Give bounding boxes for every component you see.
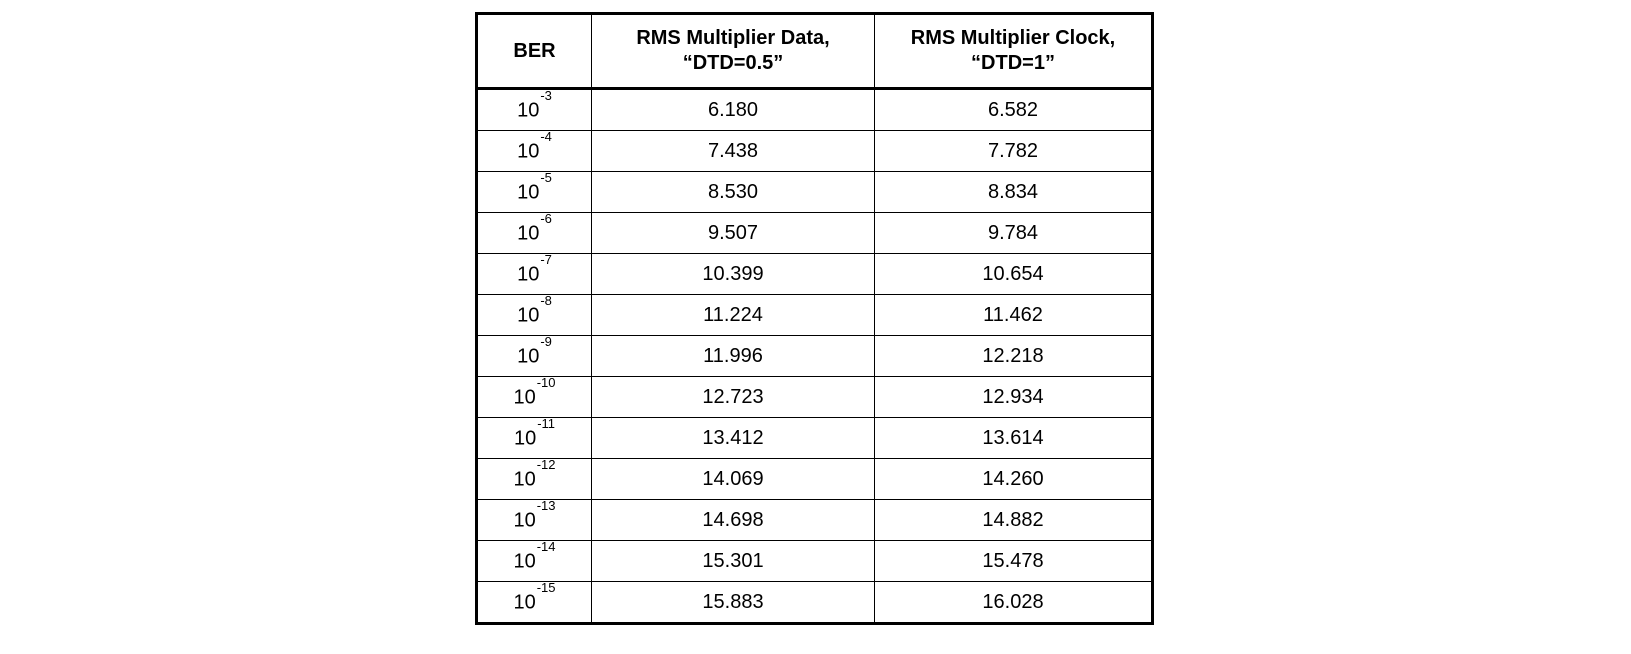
ber-exponent: -15 xyxy=(536,580,556,596)
ber-cell: 10-12 xyxy=(476,457,592,500)
rms-data-cell: 11.996 xyxy=(591,335,875,377)
header-rms-clock-line2: “DTD=1” xyxy=(971,52,1055,74)
rms-clock-cell: 16.028 xyxy=(874,581,1153,624)
rms-clock-cell: 8.834 xyxy=(874,171,1153,213)
ber-base: 10 xyxy=(513,386,536,409)
table-body: 10-3 6.180 6.582 10-4 7.438 7.782 10-5 8.530 8.8… xyxy=(476,88,1153,624)
ber-cell: 10-9 xyxy=(476,334,592,377)
ber-exponent: -10 xyxy=(536,375,556,391)
table-row: 10-12 14.069 14.260 xyxy=(476,457,1153,500)
ber-cell: 10-8 xyxy=(476,293,592,336)
ber-base: 10 xyxy=(517,304,540,327)
header-rms-clock: RMS Multiplier Clock, “DTD=1” xyxy=(874,13,1153,90)
table-row: 10-15 15.883 16.028 xyxy=(476,580,1153,624)
table-row: 10-8 11.224 11.462 xyxy=(476,293,1153,336)
header-row: BER RMS Multiplier Data, “DTD=0.5” RMS M… xyxy=(476,13,1153,90)
ber-base: 10 xyxy=(513,427,537,450)
rms-clock-cell: 15.478 xyxy=(874,540,1153,582)
table-row: 10-13 14.698 14.882 xyxy=(476,498,1153,541)
rms-data-cell: 8.530 xyxy=(591,171,875,213)
ber-base: 10 xyxy=(517,345,540,368)
rms-data-cell: 14.069 xyxy=(591,458,875,500)
ber-cell: 10-11 xyxy=(476,416,592,459)
rms-data-cell: 13.412 xyxy=(591,417,875,459)
rms-clock-cell: 13.614 xyxy=(874,417,1153,459)
rms-clock-cell: 7.782 xyxy=(874,130,1153,172)
rms-data-cell: 6.180 xyxy=(591,88,875,131)
ber-cell: 10-4 xyxy=(476,129,592,172)
ber-exponent: -11 xyxy=(537,416,556,432)
rms-data-cell: 15.301 xyxy=(591,540,875,582)
ber-base: 10 xyxy=(517,263,540,286)
ber-base: 10 xyxy=(513,550,536,573)
ber-cell: 10-7 xyxy=(476,252,592,295)
table-row: 10-6 9.507 9.784 xyxy=(476,211,1153,254)
rms-data-cell: 12.723 xyxy=(591,376,875,418)
rms-multiplier-table: BER RMS Multiplier Data, “DTD=0.5” RMS M… xyxy=(475,12,1154,625)
header-ber: BER xyxy=(476,13,592,90)
ber-exponent: -12 xyxy=(536,457,556,473)
header-ber-label: BER xyxy=(513,39,556,62)
table-header: BER RMS Multiplier Data, “DTD=0.5” RMS M… xyxy=(476,13,1153,90)
table-row: 10-9 11.996 12.218 xyxy=(476,334,1153,377)
table-row: 10-5 8.530 8.834 xyxy=(476,170,1153,213)
ber-cell: 10-14 xyxy=(476,539,592,582)
rms-clock-cell: 14.260 xyxy=(874,458,1153,500)
rms-clock-cell: 10.654 xyxy=(874,253,1153,295)
header-rms-data: RMS Multiplier Data, “DTD=0.5” xyxy=(591,13,875,90)
rms-clock-cell: 11.462 xyxy=(874,294,1153,336)
rms-data-cell: 10.399 xyxy=(591,253,875,295)
ber-cell: 10-5 xyxy=(476,170,592,213)
table-row: 10-10 12.723 12.934 xyxy=(476,375,1153,418)
rms-data-cell: 7.438 xyxy=(591,130,875,172)
rms-clock-cell: 9.784 xyxy=(874,212,1153,254)
table-row: 10-14 15.301 15.478 xyxy=(476,539,1153,582)
header-rms-data-line2: “DTD=0.5” xyxy=(682,52,784,74)
ber-exponent: -6 xyxy=(540,211,552,227)
ber-base: 10 xyxy=(513,509,536,532)
ber-base: 10 xyxy=(517,140,540,163)
ber-cell: 10-15 xyxy=(476,580,592,624)
ber-cell: 10-3 xyxy=(476,88,592,131)
rms-clock-cell: 12.934 xyxy=(874,376,1153,418)
ber-base: 10 xyxy=(517,222,540,245)
ber-base: 10 xyxy=(517,99,540,122)
ber-exponent: -14 xyxy=(536,539,556,555)
rms-clock-cell: 6.582 xyxy=(874,88,1153,131)
ber-base: 10 xyxy=(513,468,536,491)
rms-clock-cell: 12.218 xyxy=(874,335,1153,377)
rms-clock-cell: 14.882 xyxy=(874,499,1153,541)
rms-data-cell: 14.698 xyxy=(591,499,875,541)
rms-data-cell: 9.507 xyxy=(591,212,875,254)
ber-base: 10 xyxy=(517,181,540,204)
ber-cell: 10-10 xyxy=(476,375,592,418)
ber-exponent: -7 xyxy=(540,252,552,268)
table-row: 10-7 10.399 10.654 xyxy=(476,252,1153,295)
ber-exponent: -9 xyxy=(540,334,552,350)
table-row: 10-3 6.180 6.582 xyxy=(476,88,1153,131)
ber-exponent: -5 xyxy=(540,170,552,186)
header-rms-clock-line1: RMS Multiplier Clock, xyxy=(910,27,1116,49)
ber-cell: 10-6 xyxy=(476,211,592,254)
ber-exponent: -13 xyxy=(536,498,556,514)
ber-cell: 10-13 xyxy=(476,498,592,541)
ber-exponent: -8 xyxy=(540,293,552,309)
header-rms-data-line1: RMS Multiplier Data, xyxy=(636,27,830,49)
table-row: 10-4 7.438 7.782 xyxy=(476,129,1153,172)
table-row: 10-11 13.412 13.614 xyxy=(476,416,1153,459)
ber-base: 10 xyxy=(513,591,536,614)
ber-exponent: -4 xyxy=(540,129,552,145)
ber-exponent: -3 xyxy=(540,88,552,104)
rms-data-cell: 11.224 xyxy=(591,294,875,336)
rms-data-cell: 15.883 xyxy=(591,581,875,624)
